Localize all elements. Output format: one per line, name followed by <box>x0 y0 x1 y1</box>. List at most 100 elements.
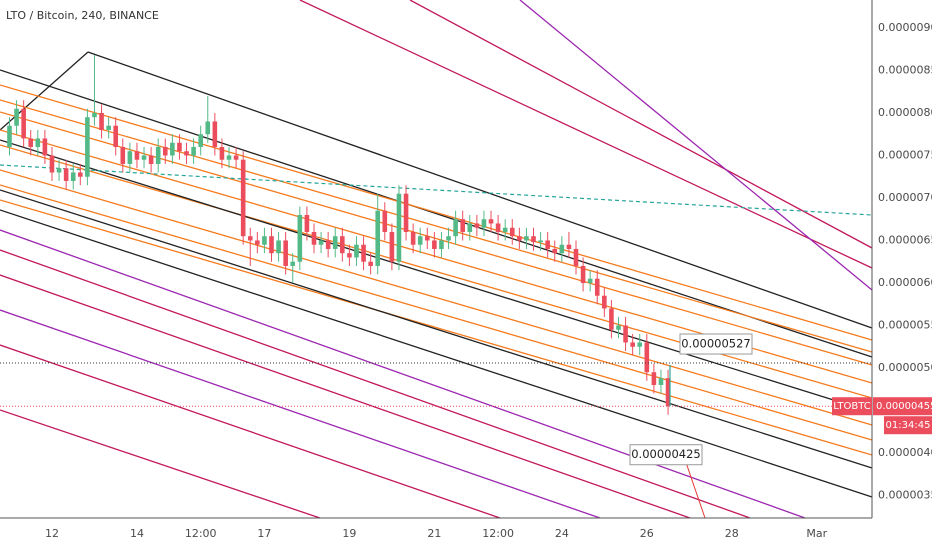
candle-body <box>382 210 388 232</box>
candle-body <box>637 342 643 347</box>
last-price-label: 0.00000455 <box>876 401 932 412</box>
candle-body <box>247 236 253 241</box>
candle-body <box>594 278 600 296</box>
measure-box <box>629 444 703 466</box>
candle-body <box>269 236 274 254</box>
candle-body <box>609 308 614 330</box>
y-tick-label: 0.00000600 <box>878 276 932 289</box>
dashed-line <box>0 164 873 216</box>
candle-body <box>184 151 189 156</box>
countdown-label: 01:34:45 <box>886 420 931 431</box>
candle-body <box>262 236 267 245</box>
y-tick-label: 0.00000650 <box>878 233 932 246</box>
candle-body <box>559 244 565 254</box>
candle-body <box>524 236 529 241</box>
candle-body <box>509 227 515 237</box>
trend-line <box>0 84 873 341</box>
last-price-box <box>873 397 932 416</box>
candle-body <box>644 342 650 373</box>
candle-body <box>375 210 381 266</box>
candle-body <box>113 125 119 147</box>
candle-body <box>580 265 586 283</box>
trend-line <box>0 144 873 399</box>
trend-line <box>0 409 321 519</box>
x-tick-label: 21 <box>427 527 441 540</box>
y-tick-label: 0.00000750 <box>878 148 932 161</box>
candle-body <box>127 151 133 164</box>
candle-body <box>361 244 366 262</box>
y-tick-label: 0.00000900 <box>878 21 932 34</box>
candle-body <box>630 342 635 347</box>
candle-body <box>432 240 437 249</box>
candle-body <box>665 378 671 407</box>
candle-body <box>552 248 558 254</box>
candle-body <box>7 125 12 147</box>
x-tick-label: 14 <box>130 527 144 540</box>
candle-body <box>177 142 182 152</box>
candle-body <box>283 240 288 266</box>
candle-body <box>481 219 487 228</box>
trend-line <box>409 0 873 249</box>
candle-body <box>538 240 543 243</box>
candle-body <box>297 214 303 262</box>
trend-line <box>0 169 873 426</box>
candle-body <box>63 168 69 181</box>
candle-body <box>49 155 55 173</box>
y-tick-label: 0.00000850 <box>878 63 932 76</box>
candle-body <box>453 219 458 237</box>
candle-body <box>14 108 19 126</box>
candle-body <box>417 236 423 245</box>
trend-line <box>0 184 873 441</box>
candle-body <box>219 146 225 160</box>
x-tick-label: 28 <box>725 527 739 540</box>
trend-line <box>0 99 873 353</box>
candles <box>7 55 671 415</box>
candle-body <box>162 146 168 156</box>
trend-line <box>0 229 806 519</box>
candle-body <box>396 193 402 262</box>
y-tick-label: 0.00000700 <box>878 191 932 204</box>
candle-body <box>170 142 175 156</box>
trend-line <box>0 51 89 131</box>
candle-body <box>240 159 246 237</box>
candle-body <box>233 155 239 160</box>
candle-body <box>78 172 83 177</box>
trend-line <box>0 111 873 366</box>
trend-line <box>0 189 873 469</box>
candle-body <box>276 240 281 254</box>
y-tick-label: 0.00000350 <box>878 488 932 501</box>
measure-label: 0.00000527 <box>681 337 751 351</box>
candle-body <box>205 121 211 135</box>
candle-body <box>332 236 338 249</box>
candle-body <box>311 231 317 245</box>
trend-lines <box>0 0 873 519</box>
candle-body <box>148 155 154 164</box>
candle-body <box>545 240 550 249</box>
x-tick-label: 26 <box>640 527 654 540</box>
candle-body <box>155 146 161 164</box>
candle-body <box>70 172 76 181</box>
candle-body <box>191 146 196 156</box>
x-tick-label: 24 <box>555 527 569 540</box>
measure-box <box>679 333 753 355</box>
candle-body <box>325 240 331 249</box>
candle-body <box>212 121 218 147</box>
candle-body <box>474 223 480 228</box>
candle-body <box>92 112 97 118</box>
candle-body <box>467 223 473 232</box>
measure-label: 0.00000425 <box>631 447 701 461</box>
trend-line <box>0 249 751 519</box>
candle-body <box>460 219 465 232</box>
trend-line <box>519 0 873 291</box>
trend-line <box>0 274 691 519</box>
countdown-box <box>884 416 932 435</box>
candle-body <box>616 325 621 330</box>
trend-line <box>299 0 873 269</box>
candle-body <box>495 223 501 232</box>
candle-body <box>226 155 232 160</box>
candle-body <box>658 378 664 385</box>
candle-body <box>141 155 147 160</box>
candle-body <box>347 253 352 258</box>
candle-body <box>42 138 48 156</box>
x-tick-label: 12 <box>45 527 59 540</box>
